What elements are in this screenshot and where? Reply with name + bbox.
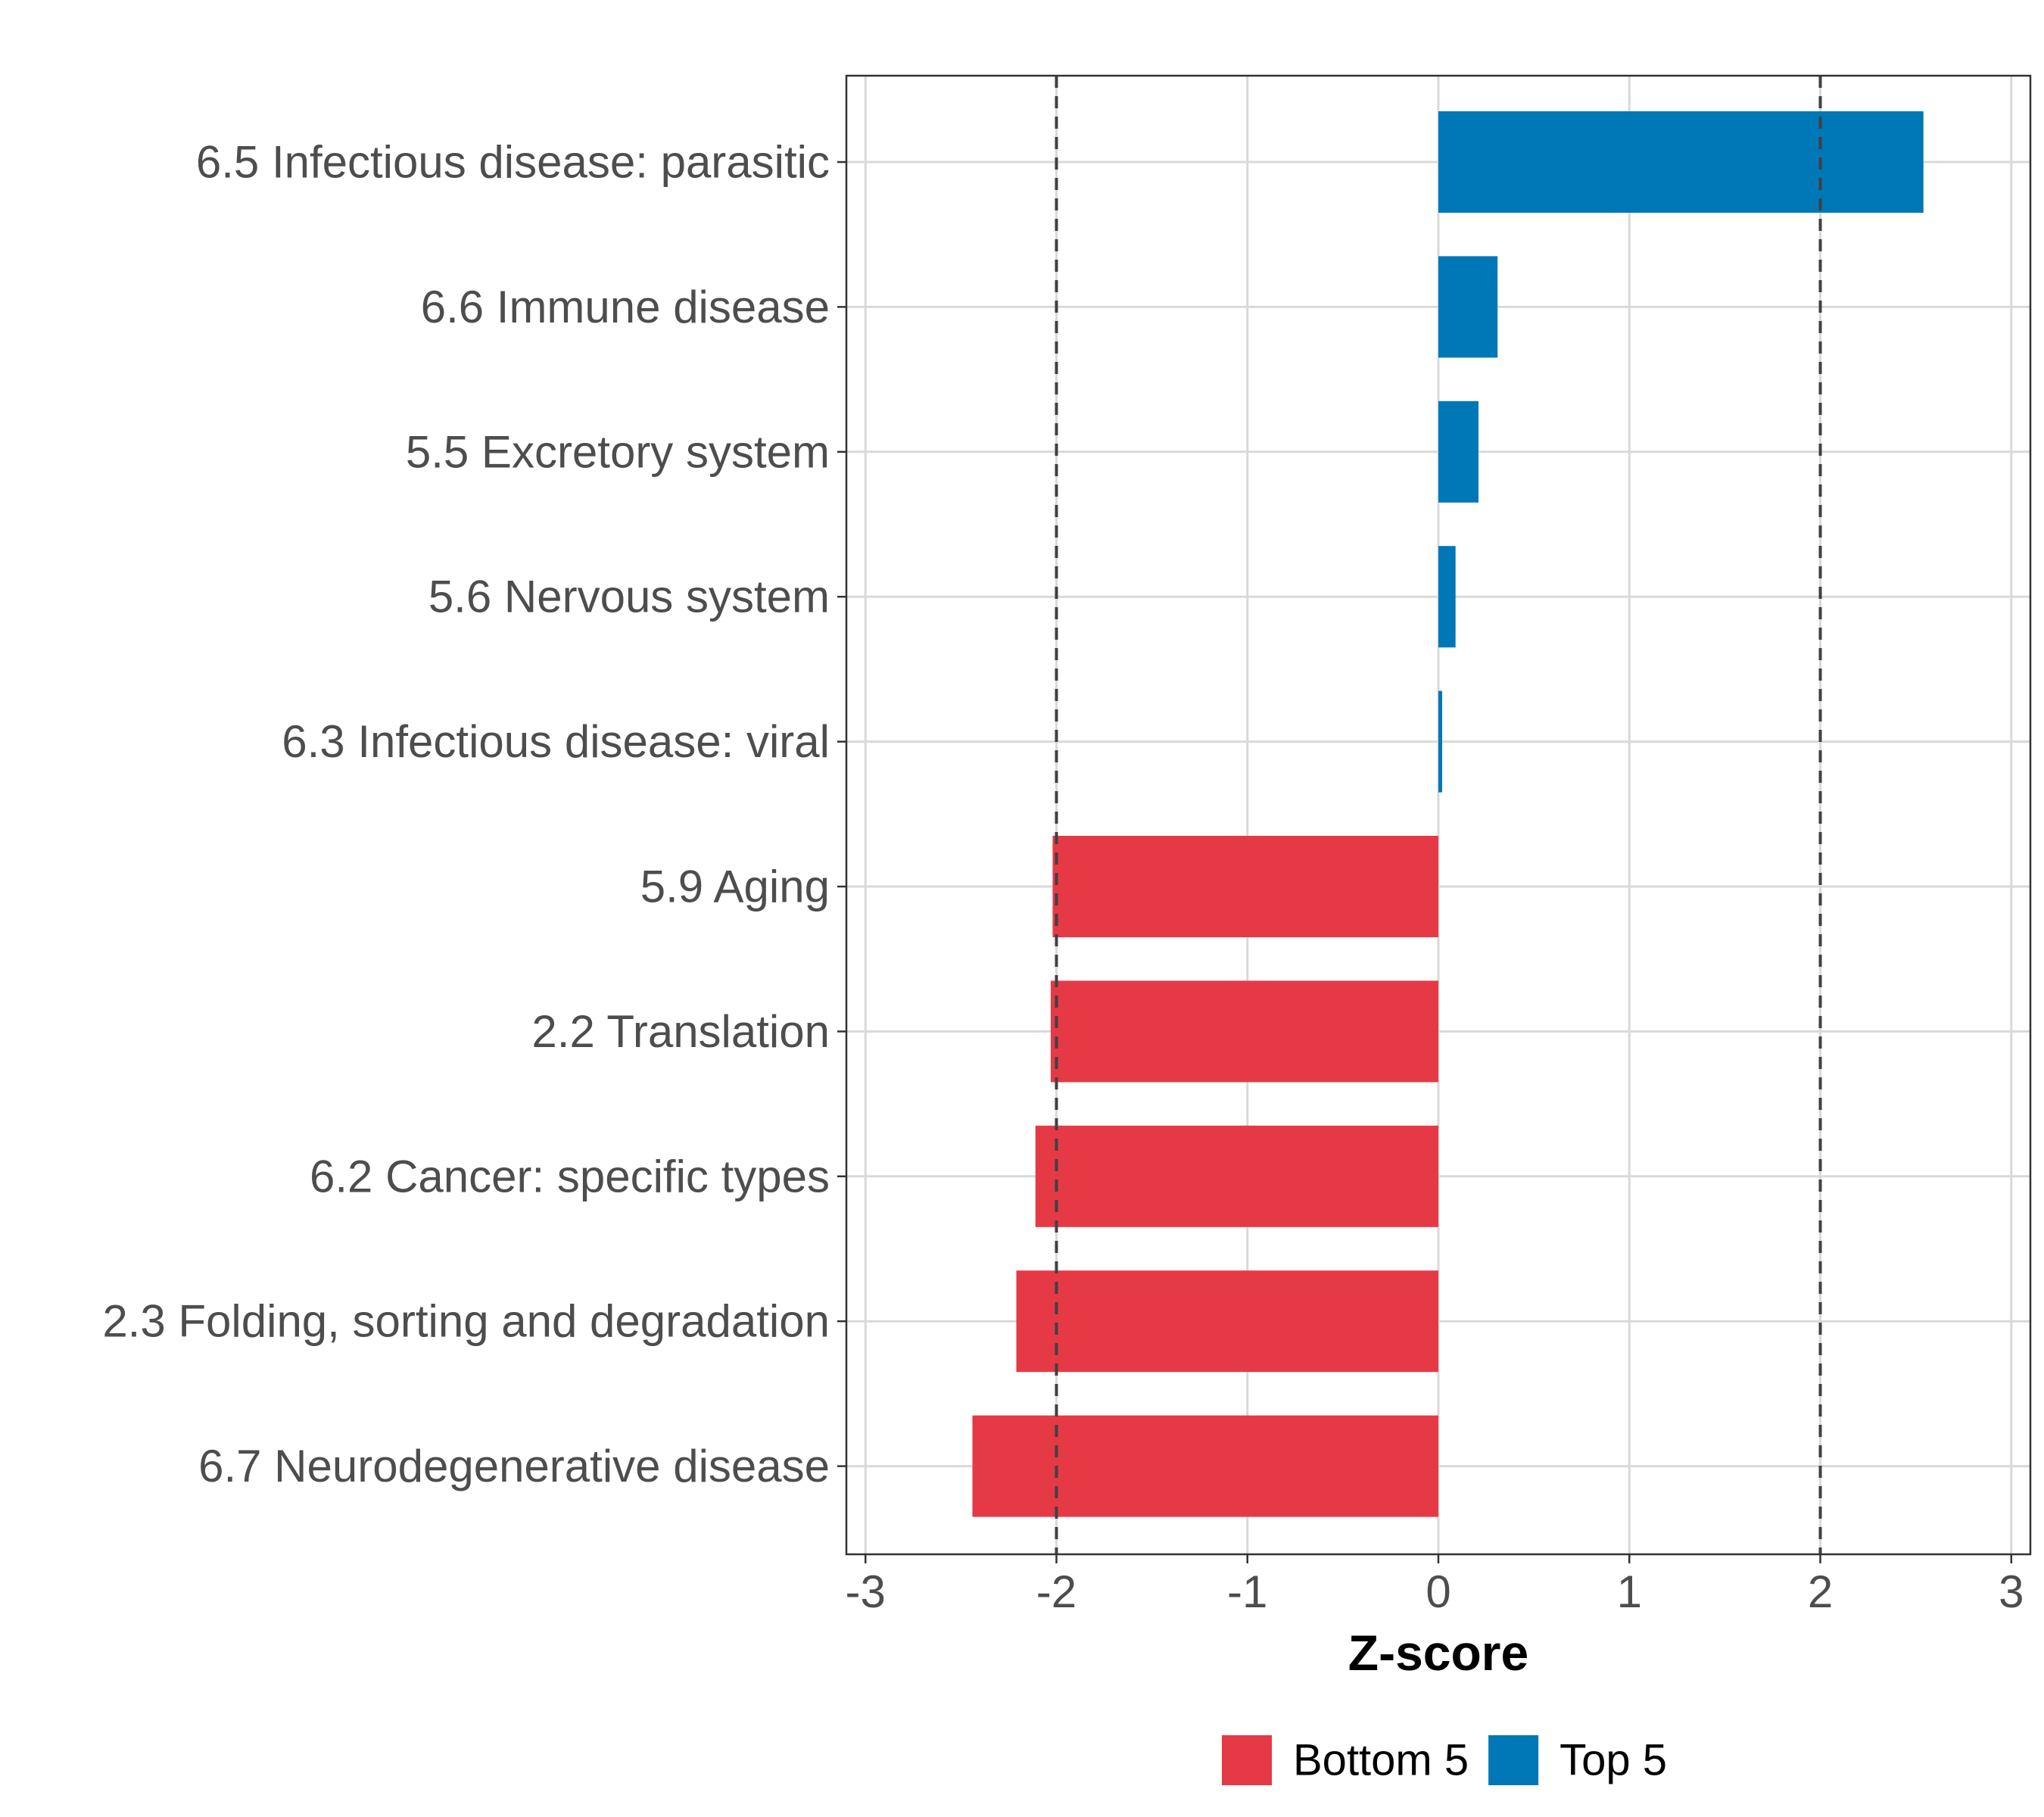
bar-top5 bbox=[1438, 111, 1924, 213]
y-axis: 6.5 Infectious disease: parasitic 6.6 Imm… bbox=[102, 137, 846, 1491]
category-label: 5.6 Nervous system bbox=[428, 572, 830, 622]
x-axis-title: Z-score bbox=[1348, 1625, 1528, 1681]
x-tick-label: -1 bbox=[1227, 1566, 1267, 1617]
bar-top5 bbox=[1438, 546, 1456, 648]
x-tick-label: 0 bbox=[1426, 1566, 1450, 1617]
reference-lines bbox=[1055, 76, 1822, 1554]
category-label: 5.5 Excretory system bbox=[406, 426, 830, 477]
x-tick-label: 2 bbox=[1808, 1566, 1833, 1617]
bar-bottom5 bbox=[1050, 980, 1438, 1083]
bar-bottom5 bbox=[972, 1415, 1438, 1517]
category-label: 6.7 Neurodegenerative disease bbox=[198, 1441, 830, 1491]
bar-top5 bbox=[1438, 256, 1498, 358]
x-tick-label: 1 bbox=[1617, 1566, 1642, 1617]
x-axis: -3 -2 -1 0 1 2 3 bbox=[846, 1554, 2024, 1617]
legend: Bottom 5 Top 5 bbox=[1222, 1735, 1667, 1785]
legend-label: Bottom 5 bbox=[1293, 1736, 1469, 1785]
category-label: 2.2 Translation bbox=[531, 1006, 830, 1057]
legend-label: Top 5 bbox=[1559, 1736, 1667, 1785]
bar-bottom5 bbox=[1035, 1125, 1438, 1227]
x-tick-label: 3 bbox=[1999, 1566, 2024, 1617]
category-label: 2.3 Folding, sorting and degradation bbox=[102, 1296, 830, 1347]
legend-key bbox=[1222, 1735, 1272, 1785]
x-tick-label: -2 bbox=[1036, 1566, 1077, 1617]
bar-top5 bbox=[1438, 690, 1443, 793]
bar-top5 bbox=[1438, 400, 1478, 503]
bar-bottom5 bbox=[1016, 1270, 1438, 1373]
bars bbox=[972, 111, 1924, 1517]
x-tick-label: -3 bbox=[846, 1566, 886, 1617]
category-label: 6.2 Cancer: specific types bbox=[310, 1151, 830, 1201]
bar-bottom5 bbox=[1052, 836, 1438, 937]
category-label: 6.5 Infectious disease: parasitic bbox=[196, 137, 830, 188]
category-label: 6.6 Immune disease bbox=[421, 282, 830, 332]
legend-key bbox=[1488, 1735, 1539, 1785]
category-label: 6.3 Infectious disease: viral bbox=[282, 716, 830, 767]
category-label: 5.9 Aging bbox=[640, 862, 830, 912]
